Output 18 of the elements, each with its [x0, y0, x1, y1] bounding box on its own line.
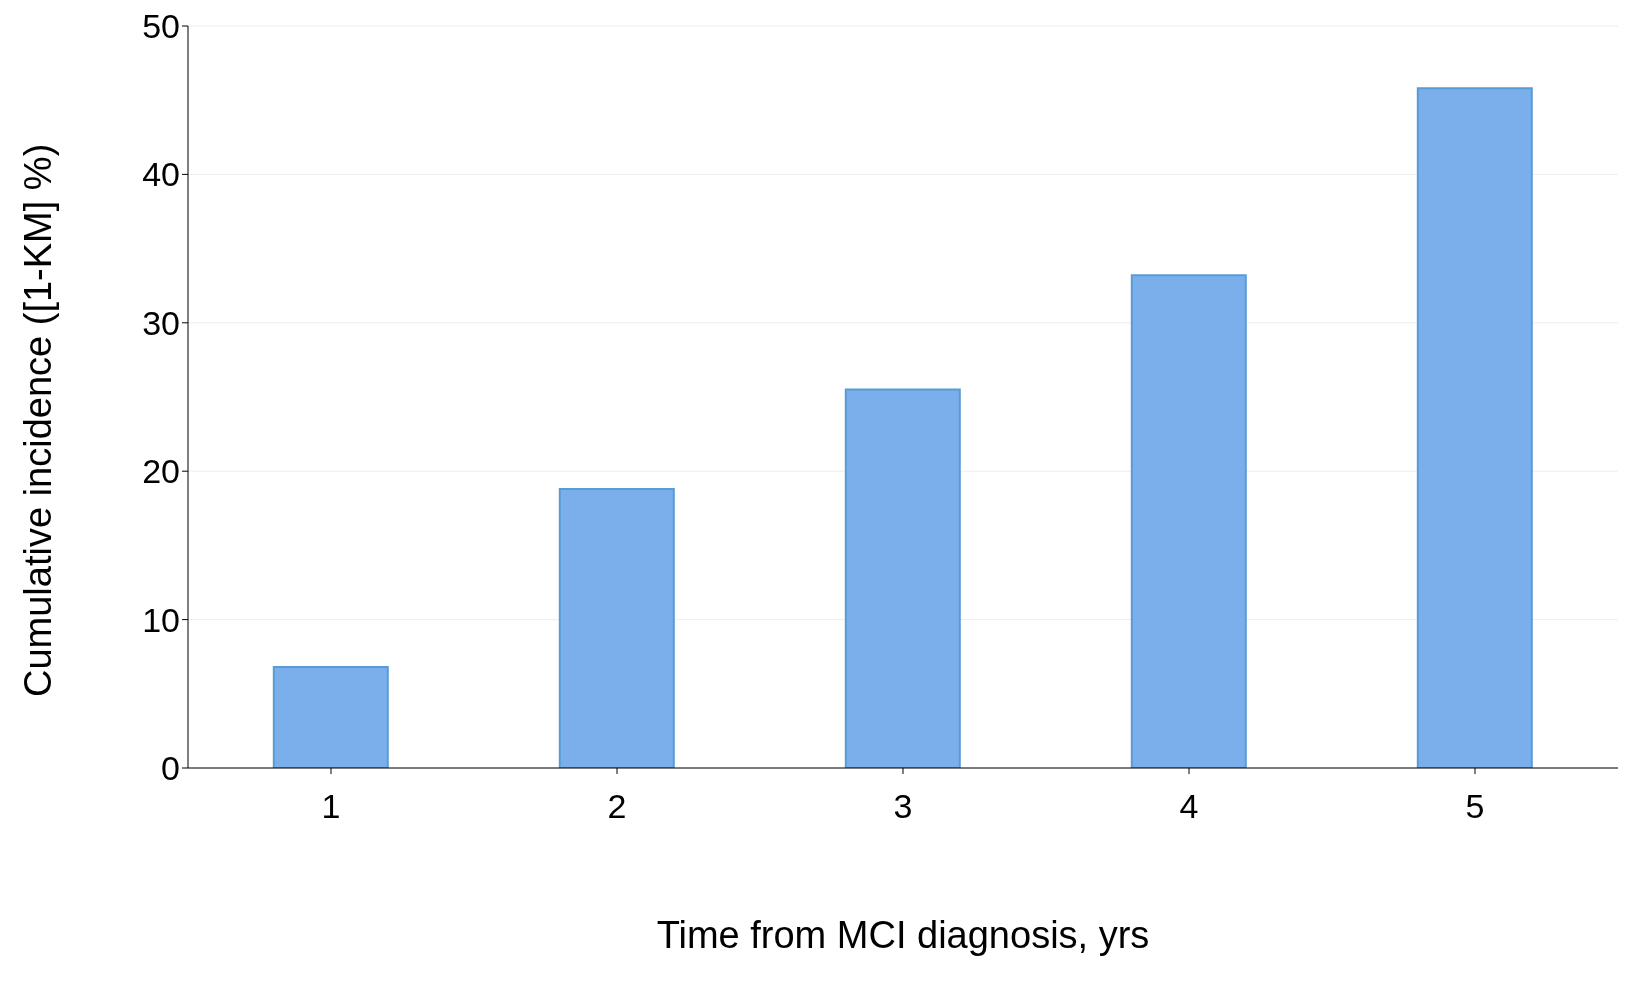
y-tick-label: 0 [161, 749, 180, 788]
bar [272, 666, 389, 768]
x-tick-label: 3 [893, 787, 913, 826]
bar [844, 388, 961, 768]
y-tick-label: 20 [142, 452, 180, 491]
x-tick-label: 4 [1179, 787, 1199, 826]
bar [1416, 87, 1533, 768]
y-tick-label: 30 [142, 303, 180, 342]
x-axis-title: Time from MCI diagnosis, yrs [656, 914, 1150, 956]
bar [1130, 274, 1247, 768]
bar [558, 488, 675, 768]
x-tick-label: 2 [607, 787, 627, 826]
y-axis-title: Cumulative incidence ([1-KM] %) [17, 143, 60, 697]
y-tick-label: 10 [142, 600, 180, 639]
y-tick-label: 40 [142, 155, 180, 194]
x-tick-label: 5 [1465, 787, 1485, 826]
x-tick-label: 1 [321, 787, 341, 826]
y-tick-label: 50 [142, 7, 180, 46]
